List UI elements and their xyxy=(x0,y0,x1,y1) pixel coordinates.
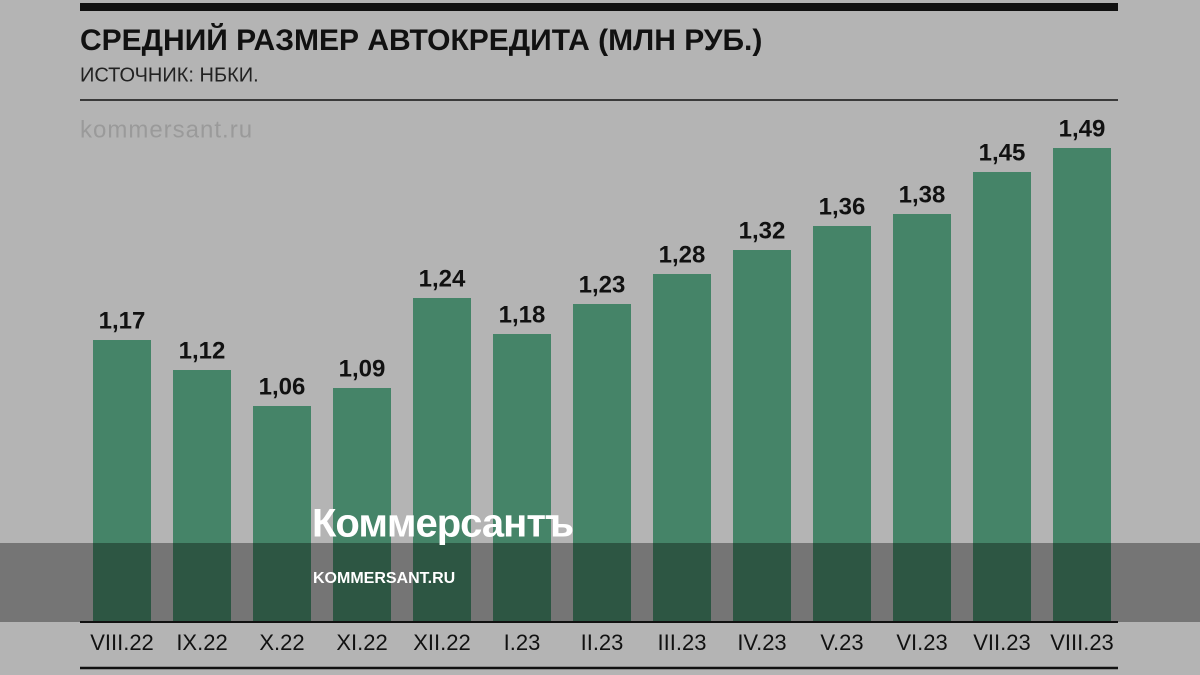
bar xyxy=(253,406,311,622)
value-label: 1,38 xyxy=(899,181,946,208)
bar xyxy=(1053,148,1111,622)
bar xyxy=(333,388,391,622)
bar xyxy=(733,250,791,622)
x-tick-label: II.23 xyxy=(581,630,624,655)
bar xyxy=(573,304,631,622)
value-label: 1,32 xyxy=(739,217,786,244)
value-label: 1,18 xyxy=(499,301,546,328)
x-tick-label: V.23 xyxy=(820,630,863,655)
top-rule xyxy=(80,3,1118,11)
bar xyxy=(413,298,471,622)
x-tick-label: VII.23 xyxy=(973,630,1030,655)
value-label: 1,23 xyxy=(579,271,626,298)
value-label: 1,28 xyxy=(659,241,706,268)
x-tick-label: IX.22 xyxy=(176,630,227,655)
chart-title: СРЕДНИЙ РАЗМЕР АВТОКРЕДИТА (МЛН РУБ.) xyxy=(80,23,762,57)
value-label: 1,17 xyxy=(99,307,146,334)
bars xyxy=(93,148,1111,622)
x-tick-label: XII.22 xyxy=(413,630,470,655)
x-tick-label: III.23 xyxy=(658,630,707,655)
bar xyxy=(493,334,551,622)
value-label: 1,49 xyxy=(1059,115,1106,142)
bar xyxy=(813,226,871,622)
x-tick-label: VIII.23 xyxy=(1050,630,1114,655)
value-label: 1,24 xyxy=(419,265,466,292)
chart-subtitle: ИСТОЧНИК: НБКИ. xyxy=(80,64,259,86)
x-tick-label: VIII.22 xyxy=(90,630,154,655)
x-tick-label: X.22 xyxy=(259,630,304,655)
x-tick-label: I.23 xyxy=(504,630,541,655)
bar xyxy=(893,214,951,622)
overlay-logo: Коммерсантъ xyxy=(312,502,573,546)
value-label: 1,12 xyxy=(179,337,226,364)
overlay-url: KOMMERSANT.RU xyxy=(313,570,455,587)
x-tick-label: XI.22 xyxy=(336,630,387,655)
x-tick-label: IV.23 xyxy=(737,630,786,655)
value-label: 1,45 xyxy=(979,139,1026,166)
watermark: kommersant.ru xyxy=(80,116,253,143)
x-tick-label: VI.23 xyxy=(896,630,947,655)
value-label: 1,36 xyxy=(819,193,866,220)
value-label: 1,06 xyxy=(259,373,306,400)
overlay-band xyxy=(0,543,1200,622)
bar xyxy=(653,274,711,622)
bar xyxy=(93,340,151,622)
value-label: 1,09 xyxy=(339,355,386,382)
bar xyxy=(173,370,231,622)
bar xyxy=(973,172,1031,622)
